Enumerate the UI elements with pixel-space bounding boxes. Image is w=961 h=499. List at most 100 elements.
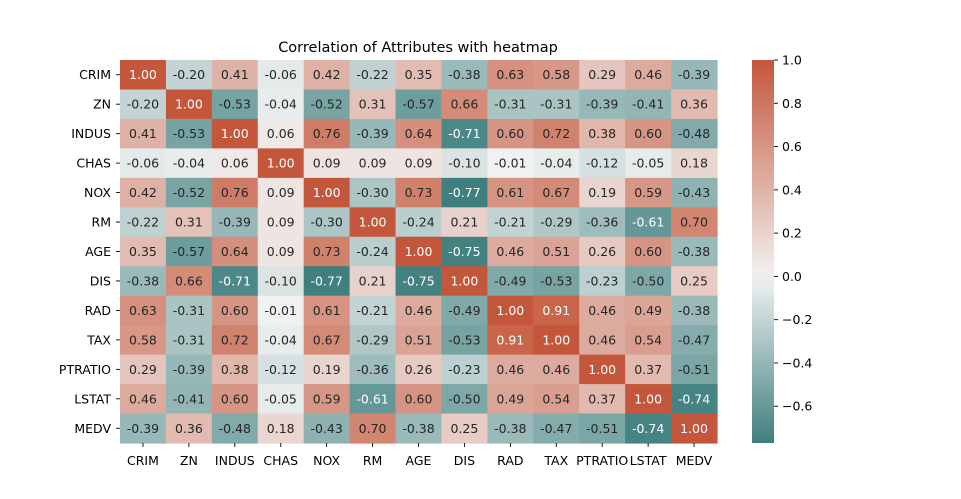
- heatmap-cell: [120, 236, 167, 267]
- cell-annotation: 0.06: [267, 126, 295, 141]
- heatmap-cell: [671, 118, 718, 149]
- heatmap-cell: [165, 325, 213, 356]
- row-tick-labels: CRIM ZN INDUS CHAS NOX RM AGE DIS RAD TAX PTRATIO L…: [59, 67, 120, 436]
- cell-annotation: 1.00: [634, 391, 662, 406]
- heatmap-cell: [120, 266, 167, 297]
- cell-annotation: -0.05: [632, 156, 664, 171]
- cell-annotation: -0.43: [678, 185, 710, 200]
- cell-annotation: 0.37: [634, 362, 662, 377]
- heatmap-cell: [257, 236, 305, 267]
- cell-annotation: -0.53: [540, 273, 572, 288]
- heatmap-cell: [165, 354, 213, 385]
- heatmap-cell: [211, 236, 259, 267]
- heatmap-cell: [671, 413, 718, 444]
- heatmap-cell: [671, 295, 718, 326]
- cell-annotation: -0.52: [310, 97, 342, 112]
- colorbar-tick-label: 0.6: [782, 139, 802, 154]
- cell-annotation: -0.04: [265, 97, 297, 112]
- heatmap-cell: [579, 118, 626, 149]
- heatmap-cell: [441, 325, 488, 356]
- heatmap-cell: [395, 118, 443, 149]
- row-tick-label: PTRATIO: [59, 362, 111, 377]
- cell-annotation: -0.31: [494, 97, 526, 112]
- heatmap-cell: [257, 325, 305, 356]
- row-tick-label: NOX: [84, 185, 111, 200]
- column-tick-label: DIS: [454, 453, 475, 468]
- cell-annotation: 1.00: [405, 244, 433, 259]
- cell-annotation: -0.24: [402, 215, 434, 230]
- cell-annotation: 0.09: [267, 244, 295, 259]
- cell-annotation: -0.39: [127, 421, 159, 436]
- heatmap-cell: [579, 325, 626, 356]
- heatmap-cell: [487, 413, 534, 444]
- cell-annotation: -0.57: [402, 97, 434, 112]
- cell-annotation: 0.25: [680, 273, 708, 288]
- heatmap-cell: [303, 60, 351, 91]
- heatmap-cell: [625, 384, 672, 415]
- cell-annotation: 0.37: [588, 391, 616, 406]
- cell-annotation: -0.77: [310, 273, 342, 288]
- cell-annotation: 1.00: [359, 215, 387, 230]
- cell-annotation: 0.73: [405, 185, 433, 200]
- heatmap-cell: [349, 60, 397, 91]
- cell-annotation: 0.66: [450, 97, 478, 112]
- column-tick-label: CRIM: [127, 453, 159, 468]
- cell-annotation: -0.77: [448, 185, 480, 200]
- heatmap-cell: [579, 207, 626, 238]
- cell-annotation: 0.36: [175, 421, 203, 436]
- cell-annotation: -0.10: [265, 273, 297, 288]
- heatmap-cell: [671, 207, 718, 238]
- heatmap-cell: [303, 384, 351, 415]
- cell-annotation: -0.24: [356, 244, 388, 259]
- heatmap-cell: [257, 413, 305, 444]
- heatmap-cell: [120, 354, 167, 385]
- heatmap-cell: [395, 148, 443, 179]
- heatmap-cell: [303, 177, 351, 208]
- colorbar-tick-label: 0.2: [782, 226, 802, 241]
- cell-annotation: 0.19: [313, 362, 341, 377]
- cell-annotation: 0.41: [221, 67, 249, 82]
- cell-annotation: 0.73: [313, 244, 341, 259]
- chart-title: Correlation of Attributes with heatmap: [278, 40, 558, 56]
- heatmap-cell: [487, 325, 534, 356]
- heatmap-cell: [533, 236, 580, 267]
- cell-annotation: -0.51: [678, 362, 710, 377]
- cell-annotation: 0.46: [542, 362, 570, 377]
- heatmap-cell: [303, 148, 351, 179]
- cell-annotation: 0.49: [496, 391, 524, 406]
- heatmap-cell: [395, 60, 443, 91]
- cell-annotation: -0.39: [678, 67, 710, 82]
- cell-annotation: 0.67: [542, 185, 570, 200]
- cell-annotation: 0.54: [634, 332, 662, 347]
- cell-annotation: -0.01: [494, 156, 526, 171]
- heatmap-cell: [211, 177, 259, 208]
- heatmap-cell: [671, 236, 718, 267]
- heatmap-cell: [395, 325, 443, 356]
- cell-annotation: 1.00: [542, 332, 570, 347]
- heatmap-cell: [303, 89, 351, 120]
- cell-annotation: 0.72: [221, 332, 249, 347]
- heatmap-cell: [120, 118, 167, 149]
- cell-annotation: 0.66: [175, 273, 203, 288]
- heatmap-cell: [671, 384, 718, 415]
- heatmap-cell: [395, 266, 443, 297]
- heatmap-cell: [395, 354, 443, 385]
- heatmap-cell: [349, 148, 397, 179]
- cell-annotation: 0.61: [496, 185, 524, 200]
- cell-annotation: 0.29: [588, 67, 616, 82]
- cell-annotation: -0.47: [540, 421, 572, 436]
- cell-annotation: -0.49: [494, 273, 526, 288]
- cell-annotation: 1.00: [221, 126, 249, 141]
- heatmap-cell: [487, 207, 534, 238]
- heatmap-cell: [671, 354, 718, 385]
- heatmap-cell: [579, 60, 626, 91]
- heatmap-cell: [395, 89, 443, 120]
- cell-annotation: 0.18: [680, 156, 708, 171]
- cell-annotation: 0.91: [496, 332, 524, 347]
- heatmap-cell: [533, 354, 580, 385]
- column-tick-labels: CRIM ZN INDUS CHAS NOX RM AGE DIS RAD TAX PTRATIO L…: [127, 443, 713, 468]
- heatmap-cell: [165, 207, 213, 238]
- heatmap-cell: [671, 177, 718, 208]
- column-tick-label: CHAS: [263, 453, 298, 468]
- cell-annotation: -0.47: [678, 332, 710, 347]
